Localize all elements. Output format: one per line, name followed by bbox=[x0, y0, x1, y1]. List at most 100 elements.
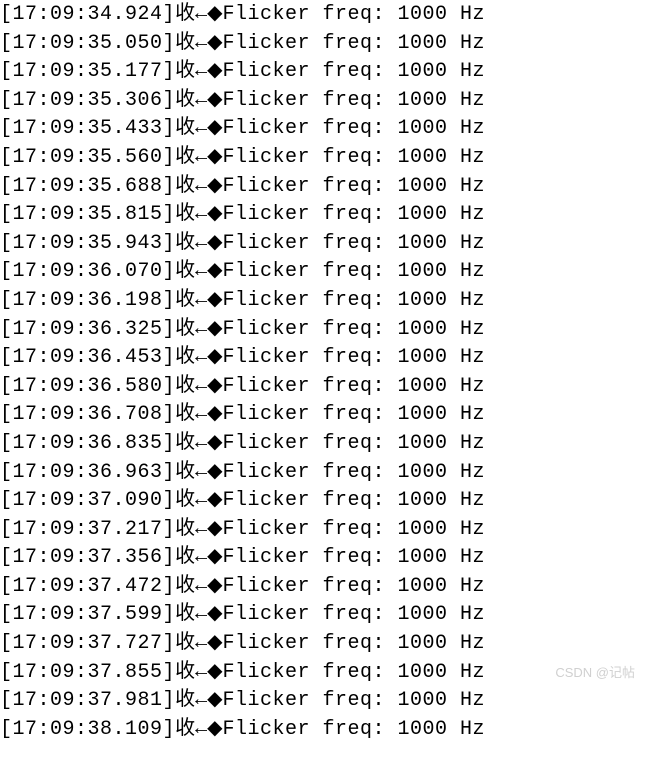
arrow-left-icon: ← bbox=[195, 260, 207, 283]
log-message: Flicker freq: 1000 Hz bbox=[222, 546, 485, 569]
bracket-open: [ bbox=[0, 232, 13, 255]
bracket-close: ] bbox=[163, 575, 176, 598]
diamond-icon: ◆ bbox=[207, 518, 222, 541]
diamond-icon: ◆ bbox=[207, 489, 222, 512]
diamond-icon: ◆ bbox=[207, 375, 222, 398]
bracket-open: [ bbox=[0, 575, 13, 598]
bracket-open: [ bbox=[0, 718, 13, 741]
arrow-left-icon: ← bbox=[195, 60, 207, 83]
diamond-icon: ◆ bbox=[207, 632, 222, 655]
log-line: [17:09:36.580]收←◆Flicker freq: 1000 Hz bbox=[0, 372, 645, 401]
diamond-icon: ◆ bbox=[207, 603, 222, 626]
recv-indicator: 收 bbox=[175, 288, 195, 310]
recv-indicator: 收 bbox=[175, 574, 195, 596]
log-message: Flicker freq: 1000 Hz bbox=[222, 518, 485, 541]
arrow-left-icon: ← bbox=[195, 432, 207, 455]
recv-indicator: 收 bbox=[175, 345, 195, 367]
diamond-icon: ◆ bbox=[207, 260, 222, 283]
log-line: [17:09:35.177]收←◆Flicker freq: 1000 Hz bbox=[0, 57, 645, 86]
bracket-open: [ bbox=[0, 603, 13, 626]
arrow-left-icon: ← bbox=[195, 146, 207, 169]
diamond-icon: ◆ bbox=[207, 89, 222, 112]
log-line: [17:09:37.981]收←◆Flicker freq: 1000 Hz bbox=[0, 686, 645, 715]
recv-indicator: 收 bbox=[175, 145, 195, 167]
log-timestamp: 17:09:35.050 bbox=[13, 32, 163, 55]
diamond-icon: ◆ bbox=[207, 175, 222, 198]
arrow-left-icon: ← bbox=[195, 575, 207, 598]
arrow-left-icon: ← bbox=[195, 346, 207, 369]
bracket-open: [ bbox=[0, 632, 13, 655]
arrow-left-icon: ← bbox=[195, 318, 207, 341]
log-timestamp: 17:09:35.815 bbox=[13, 203, 163, 226]
recv-indicator: 收 bbox=[175, 402, 195, 424]
log-message: Flicker freq: 1000 Hz bbox=[222, 89, 485, 112]
log-message: Flicker freq: 1000 Hz bbox=[222, 375, 485, 398]
log-line: [17:09:37.356]收←◆Flicker freq: 1000 Hz bbox=[0, 543, 645, 572]
log-line: [17:09:36.708]收←◆Flicker freq: 1000 Hz bbox=[0, 400, 645, 429]
bracket-open: [ bbox=[0, 518, 13, 541]
arrow-left-icon: ← bbox=[195, 546, 207, 569]
recv-indicator: 收 bbox=[175, 602, 195, 624]
log-message: Flicker freq: 1000 Hz bbox=[222, 575, 485, 598]
recv-indicator: 收 bbox=[175, 688, 195, 710]
bracket-open: [ bbox=[0, 403, 13, 426]
diamond-icon: ◆ bbox=[207, 403, 222, 426]
log-message: Flicker freq: 1000 Hz bbox=[222, 146, 485, 169]
log-timestamp: 17:09:37.090 bbox=[13, 489, 163, 512]
log-message: Flicker freq: 1000 Hz bbox=[222, 3, 485, 26]
diamond-icon: ◆ bbox=[207, 146, 222, 169]
recv-indicator: 收 bbox=[175, 259, 195, 281]
bracket-close: ] bbox=[163, 718, 176, 741]
recv-indicator: 收 bbox=[175, 460, 195, 482]
log-message: Flicker freq: 1000 Hz bbox=[222, 489, 485, 512]
arrow-left-icon: ← bbox=[195, 203, 207, 226]
bracket-close: ] bbox=[163, 318, 176, 341]
bracket-close: ] bbox=[163, 32, 176, 55]
diamond-icon: ◆ bbox=[207, 203, 222, 226]
log-message: Flicker freq: 1000 Hz bbox=[222, 718, 485, 741]
log-line: [17:09:36.835]收←◆Flicker freq: 1000 Hz bbox=[0, 429, 645, 458]
arrow-left-icon: ← bbox=[195, 375, 207, 398]
log-line: [17:09:35.560]收←◆Flicker freq: 1000 Hz bbox=[0, 143, 645, 172]
log-timestamp: 17:09:36.580 bbox=[13, 375, 163, 398]
log-timestamp: 17:09:36.453 bbox=[13, 346, 163, 369]
diamond-icon: ◆ bbox=[207, 661, 222, 684]
log-line: [17:09:36.453]收←◆Flicker freq: 1000 Hz bbox=[0, 343, 645, 372]
log-line: [17:09:37.090]收←◆Flicker freq: 1000 Hz bbox=[0, 486, 645, 515]
bracket-close: ] bbox=[163, 489, 176, 512]
arrow-left-icon: ← bbox=[195, 89, 207, 112]
recv-indicator: 收 bbox=[175, 116, 195, 138]
watermark: CSDN @记帖 bbox=[555, 660, 635, 687]
diamond-icon: ◆ bbox=[207, 289, 222, 312]
diamond-icon: ◆ bbox=[207, 546, 222, 569]
bracket-close: ] bbox=[163, 146, 176, 169]
log-line: [17:09:35.306]收←◆Flicker freq: 1000 Hz bbox=[0, 86, 645, 115]
bracket-open: [ bbox=[0, 546, 13, 569]
log-line: [17:09:36.198]收←◆Flicker freq: 1000 Hz bbox=[0, 286, 645, 315]
arrow-left-icon: ← bbox=[195, 632, 207, 655]
bracket-close: ] bbox=[163, 603, 176, 626]
bracket-open: [ bbox=[0, 289, 13, 312]
log-line: [17:09:37.599]收←◆Flicker freq: 1000 Hz bbox=[0, 600, 645, 629]
log-timestamp: 17:09:35.306 bbox=[13, 89, 163, 112]
diamond-icon: ◆ bbox=[207, 346, 222, 369]
recv-indicator: 收 bbox=[175, 631, 195, 653]
log-timestamp: 17:09:35.433 bbox=[13, 117, 163, 140]
arrow-left-icon: ← bbox=[195, 603, 207, 626]
log-timestamp: 17:09:34.924 bbox=[13, 3, 163, 26]
log-line: [17:09:35.943]收←◆Flicker freq: 1000 Hz bbox=[0, 229, 645, 258]
recv-indicator: 收 bbox=[175, 174, 195, 196]
log-line: [17:09:34.924]收←◆Flicker freq: 1000 Hz bbox=[0, 0, 645, 29]
recv-indicator: 收 bbox=[175, 31, 195, 53]
arrow-left-icon: ← bbox=[195, 3, 207, 26]
log-message: Flicker freq: 1000 Hz bbox=[222, 632, 485, 655]
log-line: [17:09:36.070]收←◆Flicker freq: 1000 Hz bbox=[0, 257, 645, 286]
diamond-icon: ◆ bbox=[207, 718, 222, 741]
bracket-open: [ bbox=[0, 32, 13, 55]
log-message: Flicker freq: 1000 Hz bbox=[222, 260, 485, 283]
diamond-icon: ◆ bbox=[207, 461, 222, 484]
bracket-open: [ bbox=[0, 489, 13, 512]
log-timestamp: 17:09:37.599 bbox=[13, 603, 163, 626]
log-line: [17:09:37.472]收←◆Flicker freq: 1000 Hz bbox=[0, 572, 645, 601]
recv-indicator: 收 bbox=[175, 488, 195, 510]
